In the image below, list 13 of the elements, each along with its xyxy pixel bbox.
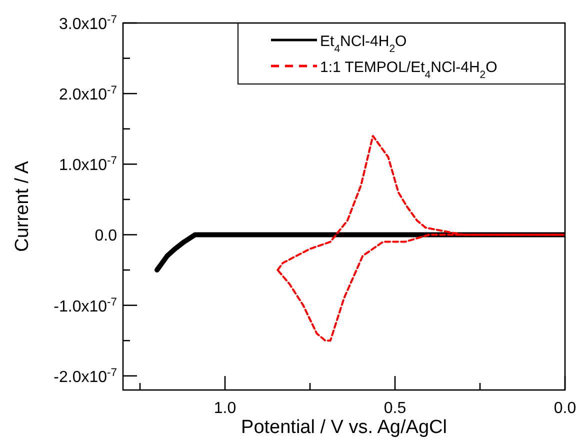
y-tick-label: 0.0 bbox=[94, 228, 118, 245]
y-axis-title: Current / A bbox=[12, 160, 33, 252]
y-tick-label: 2.0x10$^{-7}$ bbox=[59, 84, 117, 104]
x-tick-label: 0.0 bbox=[554, 400, 576, 417]
x-axis-title: Potential / V vs. Ag/AgCl bbox=[241, 417, 447, 438]
y-tick-label: 1.0x10$^{-7}$ bbox=[59, 155, 117, 174]
y-tick-label: -1.0x10$^{-7}$ bbox=[54, 296, 117, 316]
y-tick-label: 3.0x10$^{-7}$ bbox=[59, 14, 117, 33]
x-tick-label: 1.0 bbox=[214, 400, 236, 417]
x-tick-label: 0.5 bbox=[384, 400, 406, 417]
y-tick-label: -2.0x10$^{-7}$ bbox=[54, 366, 117, 386]
legend-label: Et$_{4}$NCl-4H$_{2}$O bbox=[320, 33, 407, 55]
legend-label: 1:1 TEMPOL/Et$_{4}$NCl-4H$_{2}$O bbox=[320, 59, 498, 81]
